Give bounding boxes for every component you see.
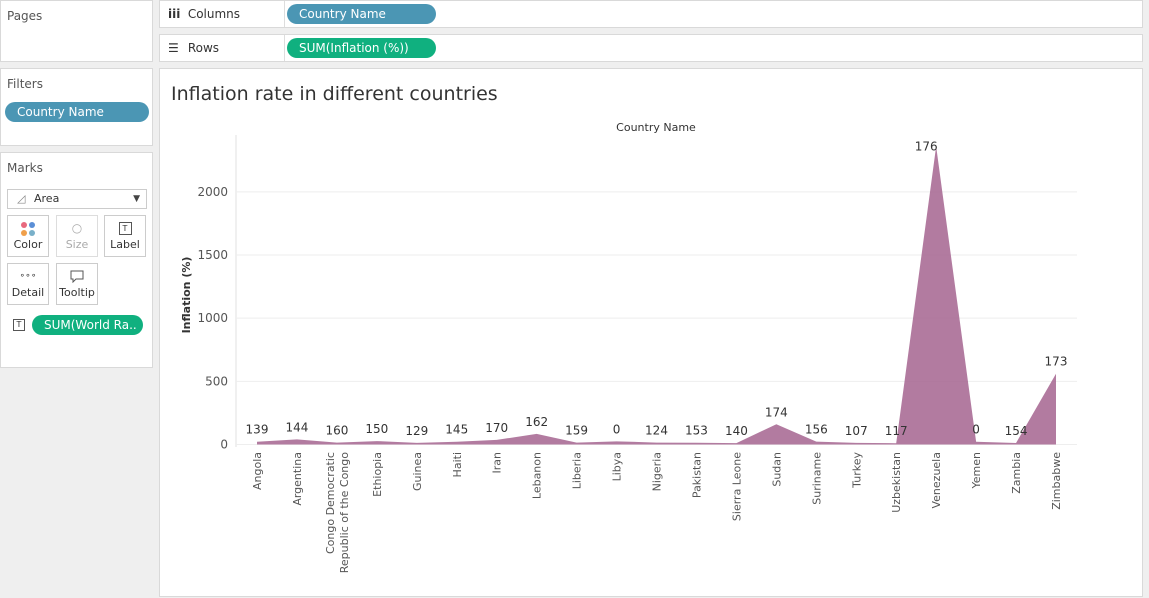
x-tick-label: Suriname (810, 452, 823, 505)
tooltip-button[interactable]: Tooltip (56, 263, 98, 305)
y-tick-label: 500 (205, 374, 228, 388)
columns-pill-country-name[interactable]: Country Name (287, 4, 436, 24)
data-label: 154 (1005, 424, 1028, 438)
color-icon (8, 216, 48, 238)
data-label: 0 (613, 422, 621, 436)
mark-type-dropdown[interactable]: ◿ Area ▼ (7, 189, 147, 209)
y-axis-label: Inflation (%) (180, 257, 193, 334)
filters-card: Filters Country Name (0, 68, 153, 146)
x-tick-label: Zimbabwe (1050, 452, 1063, 510)
x-tick-label: Venezuela (930, 452, 943, 509)
data-label: 140 (725, 424, 748, 438)
x-tick-label: Lebanon (531, 452, 544, 499)
rows-icon: ☰ (168, 41, 179, 55)
data-label: 117 (885, 424, 908, 438)
shelf-divider (284, 1, 285, 27)
data-label: 173 (1045, 355, 1068, 369)
label-label: Label (110, 238, 140, 251)
tooltip-label: Tooltip (59, 286, 95, 299)
data-label: 156 (805, 423, 828, 437)
data-label: 150 (365, 422, 388, 436)
columns-shelf-label: iii Columns (168, 1, 240, 27)
data-label: 159 (565, 424, 588, 438)
x-tick-label: Guinea (411, 452, 424, 491)
x-tick-label: Nigeria (651, 452, 664, 491)
x-tick-label: Pakistan (690, 452, 703, 498)
x-tick-label: Congo Democratic (324, 452, 337, 554)
x-tick-label: Libya (611, 452, 624, 481)
rows-label: Rows (187, 41, 220, 55)
chart-title: Inflation rate in different countries (171, 83, 498, 105)
columns-label: Columns (187, 7, 241, 21)
chart-panel: Inflation rate in different countries Co… (159, 68, 1143, 597)
data-label: 0 (972, 423, 980, 437)
shelf-divider (284, 35, 285, 61)
label-button[interactable]: T Label (104, 215, 146, 257)
x-tick-label: Haiti (451, 452, 464, 477)
chevron-down-icon: ▼ (133, 194, 140, 204)
x-tick-label: Angola (251, 452, 264, 490)
pages-title: Pages (7, 9, 43, 23)
marks-card: Marks ◿ Area ▼ Color ○ Size T Label ∘∘∘ … (0, 152, 153, 368)
tooltip-icon (57, 264, 97, 286)
data-label: 124 (645, 424, 668, 438)
data-label: 170 (485, 421, 508, 435)
x-tick-label: Sudan (770, 452, 783, 487)
detail-button[interactable]: ∘∘∘ Detail (7, 263, 49, 305)
rows-shelf: ☰ Rows SUM(Inflation (%)) (159, 34, 1143, 62)
data-label: 174 (765, 405, 788, 419)
columns-shelf: iii Columns Country Name (159, 0, 1143, 28)
data-label: 162 (525, 415, 548, 429)
data-label: 107 (845, 424, 868, 438)
data-label: 144 (285, 420, 308, 434)
pages-card: Pages (0, 0, 153, 62)
x-tick-label: Turkey (850, 452, 863, 489)
label-field-pill[interactable]: SUM(World Ra.. (32, 315, 143, 335)
detail-label: Detail (11, 286, 45, 299)
area-icon: ◿ (17, 192, 26, 205)
data-label: 145 (445, 423, 468, 437)
rows-pill-inflation[interactable]: SUM(Inflation (%)) (287, 38, 436, 58)
x-tick-label: Yemen (970, 452, 983, 490)
mark-type-value: Area (34, 192, 60, 205)
x-tick-label: Iran (491, 452, 504, 474)
x-tick-label: Republic of the Congo (338, 452, 351, 574)
y-tick-label: 0 (220, 437, 228, 451)
y-tick-label: 1500 (197, 248, 228, 262)
data-label: 129 (405, 424, 428, 438)
size-button[interactable]: ○ Size (56, 215, 98, 257)
rows-shelf-label: ☰ Rows (168, 35, 219, 61)
x-tick-label: Sierra Leone (730, 452, 743, 521)
color-button[interactable]: Color (7, 215, 49, 257)
size-label: Size (65, 238, 89, 251)
label-icon: T (105, 216, 145, 238)
y-tick-label: 1000 (197, 311, 228, 325)
data-label: 176 (915, 139, 938, 153)
x-tick-label: Argentina (291, 452, 304, 506)
data-label: 139 (246, 423, 269, 437)
column-header: Country Name (616, 121, 696, 134)
area-series (257, 146, 1056, 445)
x-tick-label: Ethiopia (371, 452, 384, 497)
x-tick-label: Liberia (571, 452, 584, 489)
color-label: Color (13, 238, 43, 251)
data-label: 153 (685, 424, 708, 438)
y-tick-label: 2000 (197, 185, 228, 199)
label-field-icon: T (13, 319, 25, 331)
columns-icon: iii (168, 7, 181, 21)
x-tick-label: Uzbekistan (890, 452, 903, 513)
marks-title: Marks (7, 161, 43, 175)
filter-pill-country-name[interactable]: Country Name (5, 102, 149, 122)
data-label: 160 (325, 424, 348, 438)
x-tick-label: Zambia (1010, 452, 1023, 494)
filters-title: Filters (7, 77, 43, 91)
size-icon: ○ (71, 221, 83, 235)
detail-icon: ∘∘∘ (19, 271, 37, 281)
